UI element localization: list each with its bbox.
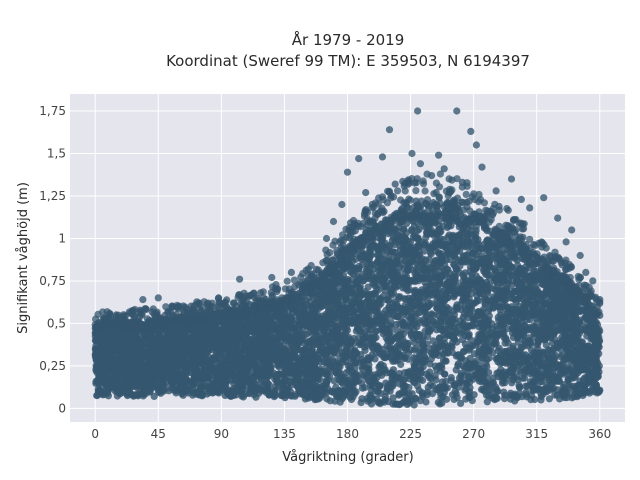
data-point — [415, 386, 423, 394]
data-point — [434, 227, 442, 235]
data-point — [542, 300, 550, 308]
data-point — [499, 377, 507, 385]
data-point — [457, 369, 465, 377]
data-point — [500, 395, 509, 403]
data-point — [521, 369, 529, 378]
data-point — [417, 346, 425, 354]
data-point — [419, 393, 427, 401]
data-point — [515, 367, 523, 375]
data-point — [422, 256, 430, 264]
data-point — [437, 393, 445, 401]
data-point — [500, 388, 508, 396]
data-point — [422, 398, 430, 406]
data-point — [440, 370, 449, 378]
data-points — [91, 107, 604, 409]
data-point — [457, 399, 465, 407]
data-point — [150, 392, 158, 400]
data-point — [483, 398, 491, 406]
data-point — [464, 322, 472, 330]
data-point — [492, 286, 500, 294]
data-point — [415, 225, 423, 233]
chart-title-line-1: År 1979 - 2019 — [292, 30, 405, 49]
data-point — [461, 340, 469, 348]
data-point — [447, 377, 455, 385]
chart-title-line-2: Koordinat (Sweref 99 TM): E 359503, N 61… — [166, 52, 530, 70]
data-point — [323, 395, 331, 403]
data-point — [377, 360, 385, 368]
data-point — [420, 247, 428, 255]
data-point — [489, 374, 497, 382]
data-point — [490, 339, 498, 347]
data-point — [389, 394, 397, 402]
data-point — [508, 281, 516, 289]
data-point — [438, 272, 446, 280]
data-point — [545, 395, 554, 403]
data-point — [426, 301, 434, 309]
